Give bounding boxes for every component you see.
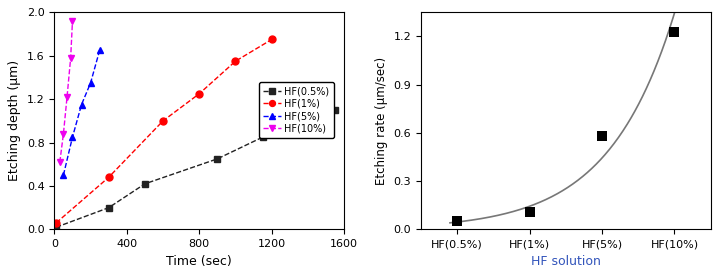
- X-axis label: Time (sec): Time (sec): [166, 255, 232, 268]
- HF(5%): [86, 81, 95, 84]
- X-axis label: HF solution: HF solution: [531, 255, 600, 268]
- Line: HF(10%): HF(10%): [56, 18, 76, 166]
- HF(1%): [159, 119, 168, 123]
- Line: HF(0.5%): HF(0.5%): [52, 107, 339, 231]
- HF(10%): [59, 132, 68, 136]
- HF(10%): [55, 160, 64, 164]
- HF(10%): [68, 19, 77, 23]
- Line: HF(5%): HF(5%): [60, 47, 103, 179]
- HF(10%): [63, 95, 71, 99]
- Line: HF(1%): HF(1%): [52, 36, 275, 226]
- HF(0.5%): [258, 136, 267, 139]
- Legend: HF(0.5%), HF(1%), HF(5%), HF(10%): HF(0.5%), HF(1%), HF(5%), HF(10%): [260, 83, 334, 137]
- HF(1%): [232, 60, 240, 63]
- HF(5%): [96, 49, 104, 52]
- HF(1%): [104, 176, 113, 179]
- Point: [452, 219, 463, 224]
- HF(0.5%): [141, 182, 150, 185]
- HF(5%): [68, 136, 77, 139]
- HF(1%): [195, 92, 203, 95]
- HF(0.5%): [104, 206, 113, 209]
- HF(0.5%): [213, 157, 221, 161]
- Point: [669, 30, 680, 34]
- Point: [523, 209, 535, 214]
- HF(10%): [66, 56, 75, 60]
- HF(0.5%): [52, 225, 60, 229]
- Y-axis label: Etching depth (μm): Etching depth (μm): [9, 60, 22, 181]
- HF(1%): [267, 38, 276, 41]
- Y-axis label: Etching rate (μm/sec): Etching rate (μm/sec): [375, 57, 388, 185]
- Point: [596, 134, 608, 138]
- HF(1%): [52, 221, 60, 225]
- HF(5%): [59, 174, 68, 177]
- HF(5%): [77, 103, 86, 106]
- HF(0.5%): [331, 108, 339, 112]
